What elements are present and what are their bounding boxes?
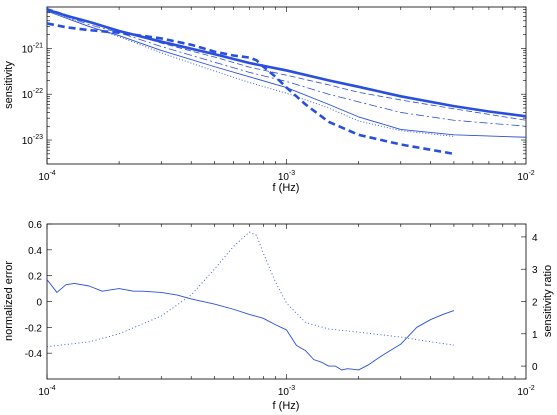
series-line-thick-solid: [46, 8, 527, 118]
series-line-left-solid: [46, 279, 455, 371]
right-y-tick-label: 1: [532, 330, 538, 341]
series-line-thin-dashed: [46, 7, 527, 121]
error-right-axis-label: sensitivity ratio: [542, 265, 554, 337]
right-y-tick-label: 0: [532, 362, 538, 373]
sensitivity-axis-ticks: [46, 6, 526, 164]
right-y-tick-label: 4: [532, 233, 538, 244]
x-tick-label: 10-4: [38, 170, 55, 183]
sensitivity-series: [46, 7, 527, 156]
x-tick-label: 10-3: [278, 385, 295, 398]
y-tick-label: 10-23: [22, 134, 43, 147]
error-axis-ticks: [46, 223, 526, 379]
y-tick-label: 0.4: [28, 246, 42, 257]
y-tick-label: 10-21: [22, 42, 43, 55]
error-series: [46, 231, 455, 371]
error-x-axis-label: f (Hz): [273, 400, 300, 412]
error-y-axis-label: normalized error: [3, 261, 15, 341]
x-tick-label: 10-2: [517, 385, 534, 398]
sensitivity-y-axis-label: sensitivity: [3, 61, 15, 109]
sensitivity-panel: 10-4 10-3 10-2 10-21 10-22 10-23 f (Hz) sensi…: [3, 6, 535, 194]
series-line-thin-dotted: [46, 9, 454, 137]
series-line-thin-solid: [46, 10, 527, 138]
x-tick-label: 10-4: [38, 385, 55, 398]
y-tick-label: 0.6: [28, 220, 42, 231]
error-tick-labels: 10-4 10-3 10-2 0.6 0.4 0.2 0 -0.2 -0.4 4 3 2 1 0: [25, 220, 538, 398]
series-line-right-dotted: [46, 231, 454, 348]
error-panel: 10-4 10-3 10-2 0.6 0.4 0.2 0 -0.2 -0.4 4 3 2 1 0 f (H…: [3, 220, 554, 412]
y-tick-label: 0: [36, 298, 42, 309]
right-y-tick-label: 2: [532, 298, 538, 309]
x-tick-label: 10-2: [517, 170, 534, 183]
right-y-tick-label: 3: [532, 265, 538, 276]
series-line-thin-dashdot: [46, 9, 527, 127]
y-tick-label: 10-22: [22, 88, 43, 101]
error-plot-frame: [46, 223, 527, 380]
y-tick-label: -0.2: [25, 323, 43, 334]
sensitivity-tick-labels: 10-4 10-3 10-2 10-21 10-22 10-23: [22, 42, 535, 183]
y-tick-label: -0.4: [25, 349, 43, 360]
y-tick-label: 0.2: [28, 272, 42, 283]
sensitivity-x-axis-label: f (Hz): [273, 182, 300, 194]
x-tick-label: 10-3: [278, 170, 295, 183]
series-line-thick-dashed: [46, 22, 455, 156]
